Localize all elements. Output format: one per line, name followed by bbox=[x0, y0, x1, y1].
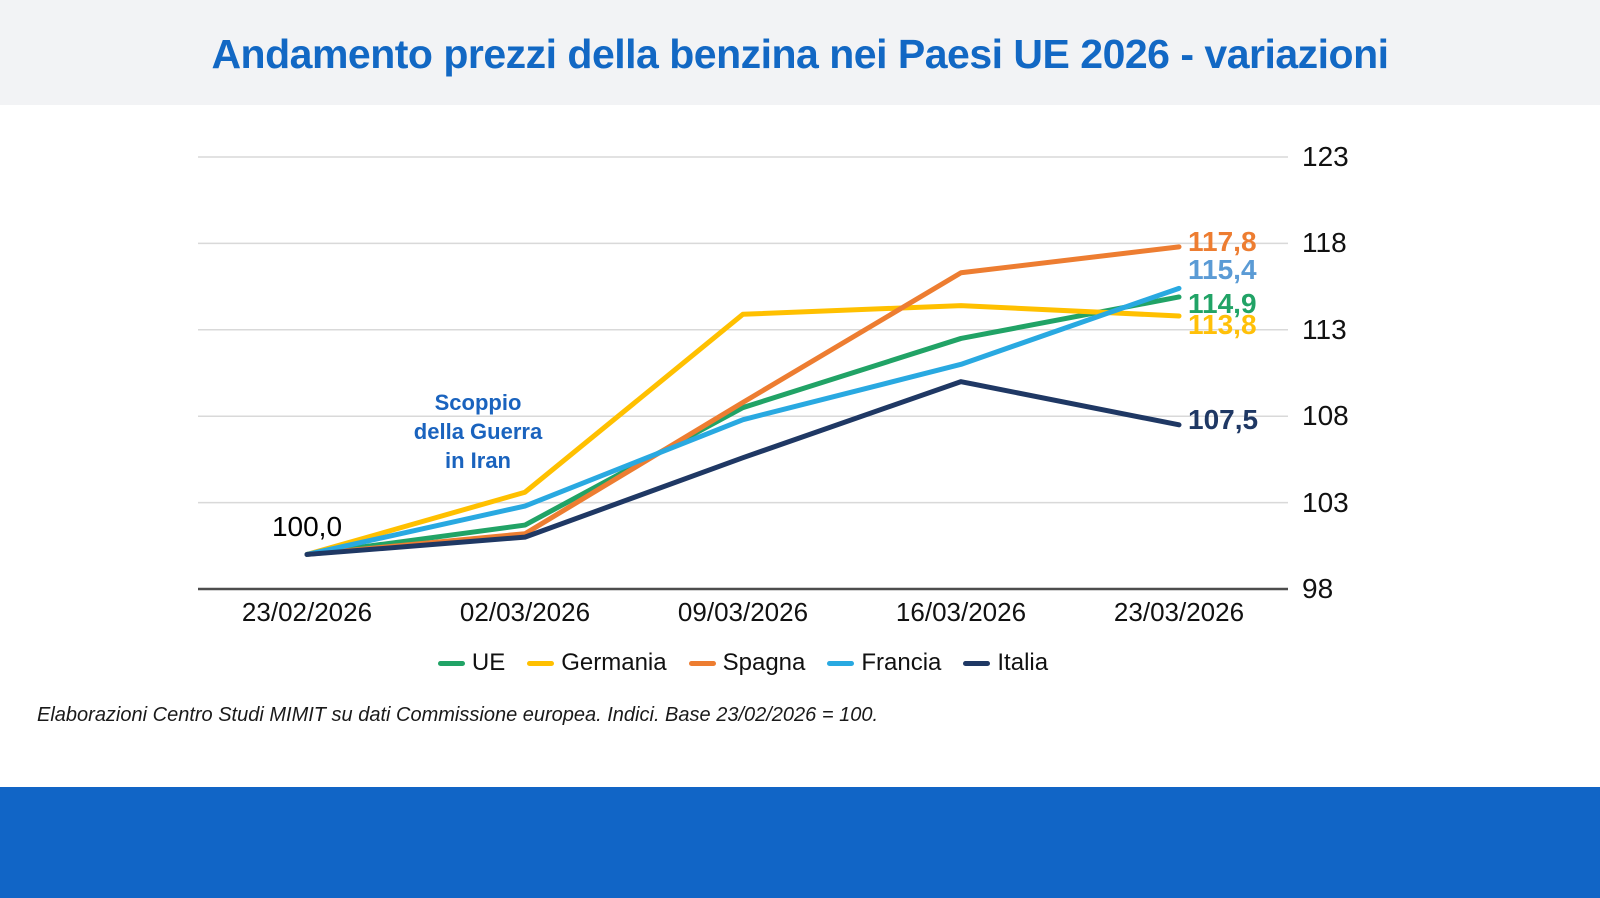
legend-swatch-spagna bbox=[688, 660, 716, 666]
data-label-ue: 114,9 bbox=[1188, 287, 1257, 319]
x-axis-tick: 23/02/2026 bbox=[241, 597, 373, 627]
event-annotation-line: della Guerra bbox=[413, 419, 543, 444]
legend-item-ue: UE bbox=[437, 649, 506, 677]
x-axis-tick: 09/03/2026 bbox=[677, 597, 809, 627]
x-axis-tick: 23/03/2026 bbox=[1113, 597, 1245, 627]
y-axis-tick: 118 bbox=[1302, 227, 1347, 259]
ministry-footer-bar: Ministero delle Imprese e del Made in It… bbox=[0, 787, 1600, 898]
y-axis-tick: 113 bbox=[1302, 313, 1347, 345]
chart-canvas bbox=[198, 156, 1288, 591]
y-axis-tick: 108 bbox=[1302, 400, 1349, 432]
legend-label: Spagna bbox=[722, 649, 806, 676]
legend-label: UE bbox=[471, 649, 506, 676]
data-label-francia: 115,4 bbox=[1188, 254, 1257, 286]
y-axis-tick: 103 bbox=[1302, 486, 1349, 518]
chart-legend: UE Germania Spagna Francia Italia bbox=[198, 646, 1288, 680]
legend-label: Germania bbox=[561, 649, 667, 676]
legend-label: Francia bbox=[861, 649, 942, 676]
start-data-label: 100,0 bbox=[271, 511, 343, 543]
event-annotation-line: Scoppio bbox=[434, 390, 522, 415]
legend-swatch-italia bbox=[963, 660, 991, 666]
legend-swatch-francia bbox=[827, 660, 855, 666]
price-trend-chart: 123 118 113 108 103 98 23/02/2026 02/03/… bbox=[198, 141, 1349, 680]
legend-swatch-germania bbox=[527, 660, 555, 666]
line-series-francia bbox=[304, 285, 1182, 557]
legend-item-italia: Italia bbox=[963, 649, 1048, 677]
event-annotation-line: in Iran bbox=[444, 448, 511, 473]
legend-item-francia: Francia bbox=[827, 649, 941, 677]
y-axis-tick: 123 bbox=[1302, 141, 1349, 172]
page-title: Andamento prezzi della benzina nei Paesi… bbox=[211, 31, 1389, 77]
line-series-italia bbox=[304, 379, 1182, 557]
legend-swatch-ue bbox=[437, 660, 465, 666]
line-series-germania bbox=[304, 303, 1182, 557]
data-label-germania: 113,8 bbox=[1188, 308, 1257, 340]
data-label-italia: 107,5 bbox=[1188, 403, 1259, 435]
x-axis-tick: 02/03/2026 bbox=[459, 597, 591, 627]
title-band: Andamento prezzi della benzina nei Paesi… bbox=[0, 0, 1600, 105]
legend-item-germania: Germania bbox=[527, 649, 667, 677]
data-label-spagna: 117,8 bbox=[1188, 225, 1257, 257]
y-axis-tick: 98 bbox=[1302, 573, 1334, 604]
x-axis-tick: 16/03/2026 bbox=[895, 597, 1027, 627]
line-series-ue bbox=[304, 294, 1182, 557]
source-footnote: Elaborazioni Centro Studi MIMIT su dati … bbox=[37, 704, 879, 726]
legend-item-spagna: Spagna bbox=[688, 649, 806, 677]
legend-label: Italia bbox=[997, 649, 1049, 676]
event-annotation: Scoppio della Guerra in Iran bbox=[370, 388, 586, 475]
